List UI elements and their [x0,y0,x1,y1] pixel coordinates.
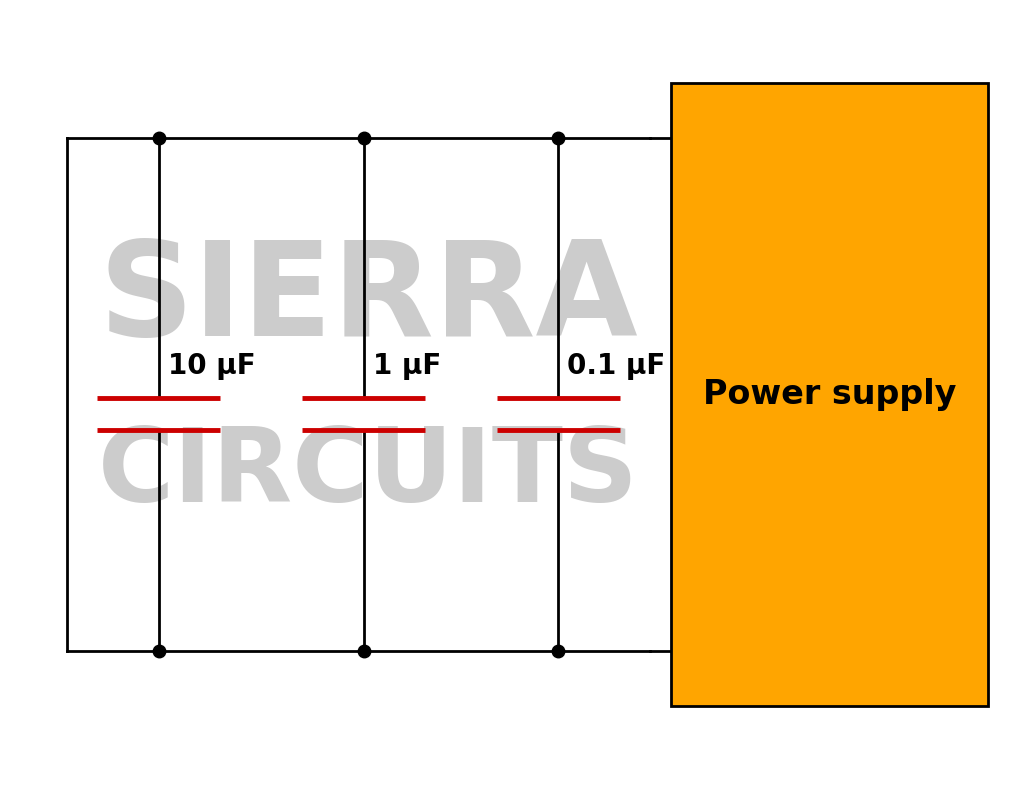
Text: 0.1 μF: 0.1 μF [567,353,666,380]
Text: CIRCUITS: CIRCUITS [98,423,639,524]
Text: 10 μF: 10 μF [168,353,256,380]
Text: SIERRA: SIERRA [99,237,638,363]
Text: 1 μF: 1 μF [373,353,441,380]
Text: Power supply: Power supply [702,378,956,411]
Bar [671,83,988,706]
